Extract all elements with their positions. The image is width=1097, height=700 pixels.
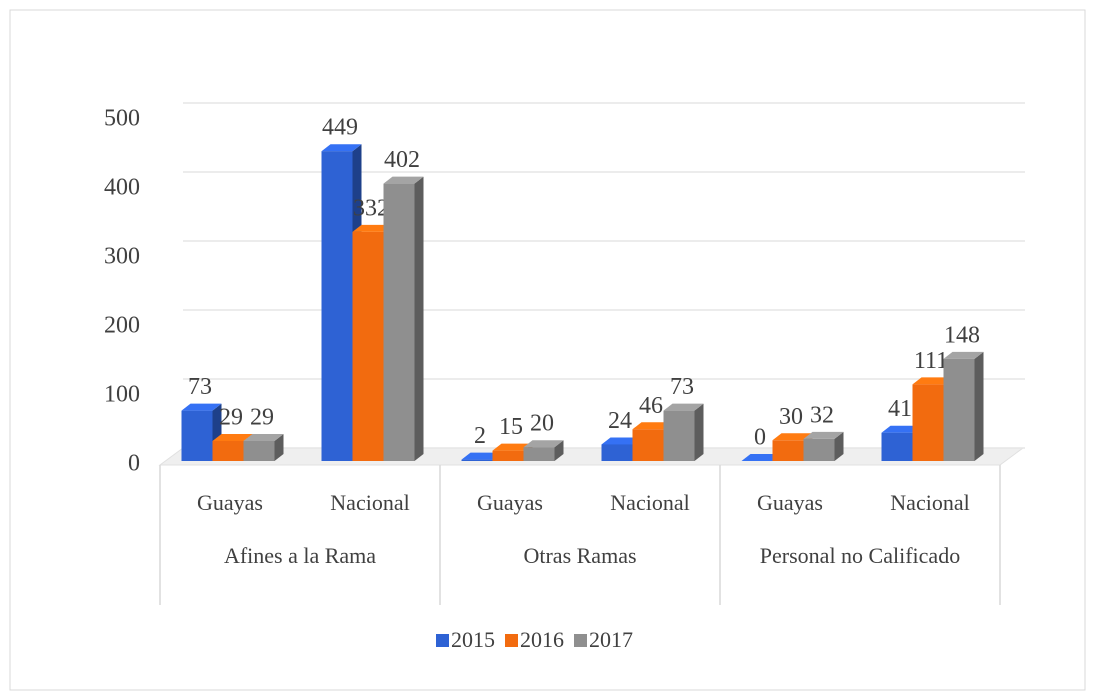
- value-label: 29: [219, 404, 243, 430]
- bar-side: [974, 351, 984, 461]
- bar-side: [414, 176, 424, 461]
- bar-top: [383, 176, 424, 184]
- bar-top: [881, 425, 922, 433]
- x-tick-label: Nacional: [330, 490, 409, 515]
- bar-top: [803, 431, 844, 439]
- bar: [181, 410, 213, 461]
- x-tick-label: Nacional: [890, 490, 969, 515]
- legend-swatch: [574, 634, 587, 647]
- bar: [803, 438, 835, 461]
- bar: [912, 384, 944, 461]
- bar-top: [663, 403, 704, 411]
- bar: [632, 429, 664, 461]
- legend-swatch: [436, 634, 449, 647]
- x-tick-label: Guayas: [757, 490, 823, 515]
- legend-label: 2016: [520, 627, 564, 652]
- y-tick-label: 0: [128, 451, 140, 477]
- y-tick-label: 400: [104, 175, 140, 201]
- value-label: 0: [754, 425, 766, 451]
- bar-top: [943, 351, 984, 359]
- x-tick-label: Nacional: [610, 490, 689, 515]
- value-label: 73: [670, 374, 694, 400]
- bar-top: [461, 452, 502, 460]
- value-label: 402: [384, 147, 420, 173]
- legend-label: 2015: [451, 627, 495, 652]
- bar: [943, 358, 975, 461]
- bar: [243, 440, 275, 461]
- bar: [383, 183, 415, 461]
- bar: [492, 450, 524, 461]
- bar-top: [741, 454, 782, 461]
- value-label: 32: [810, 402, 834, 428]
- bar: [461, 459, 493, 461]
- y-tick-label: 200: [104, 313, 140, 339]
- bar-top: [243, 433, 284, 441]
- legend-swatch: [505, 634, 518, 647]
- bar: [212, 440, 244, 461]
- legend-label: 2017: [589, 627, 633, 652]
- group-label: Personal no Calificado: [760, 543, 960, 568]
- value-label: 15: [499, 414, 523, 440]
- bar-side: [554, 440, 564, 461]
- bar-top: [492, 443, 533, 451]
- bar-top: [601, 437, 642, 445]
- bar-side: [694, 403, 704, 461]
- group-label: Afines a la Rama: [224, 543, 376, 568]
- bar-top: [352, 224, 393, 232]
- value-label: 449: [322, 115, 358, 141]
- value-label: 30: [779, 404, 803, 430]
- value-label: 148: [944, 322, 980, 348]
- bar: [523, 447, 555, 461]
- value-label: 20: [530, 411, 554, 437]
- x-tick-label: Guayas: [477, 490, 543, 515]
- bar-top: [212, 433, 253, 441]
- bar: [663, 410, 695, 461]
- value-label: 46: [639, 393, 663, 419]
- bar: [352, 231, 384, 461]
- bar-top: [523, 440, 564, 448]
- y-tick-label: 300: [104, 244, 140, 270]
- value-label: 332: [353, 195, 389, 221]
- x-tick-label: Guayas: [197, 490, 263, 515]
- value-label: 111: [914, 348, 948, 374]
- group-label: Otras Ramas: [523, 543, 636, 568]
- bar-side: [274, 433, 284, 461]
- value-label: 2: [474, 423, 486, 449]
- bar-side: [834, 431, 844, 461]
- bar: [321, 151, 353, 461]
- bar-top: [321, 144, 362, 152]
- chart-frame: [9, 9, 1086, 691]
- value-label: 73: [188, 374, 212, 400]
- bar-top: [632, 422, 673, 430]
- y-tick-label: 100: [104, 382, 140, 408]
- y-tick-label: 500: [104, 106, 140, 132]
- value-label: 29: [250, 404, 274, 430]
- bar: [601, 444, 633, 461]
- value-label: 41: [888, 396, 912, 422]
- bar-top: [912, 377, 953, 385]
- bar: [881, 432, 913, 461]
- value-label: 24: [608, 408, 632, 434]
- bar: [772, 440, 804, 461]
- bar-top: [772, 433, 813, 441]
- bar-top: [181, 403, 222, 411]
